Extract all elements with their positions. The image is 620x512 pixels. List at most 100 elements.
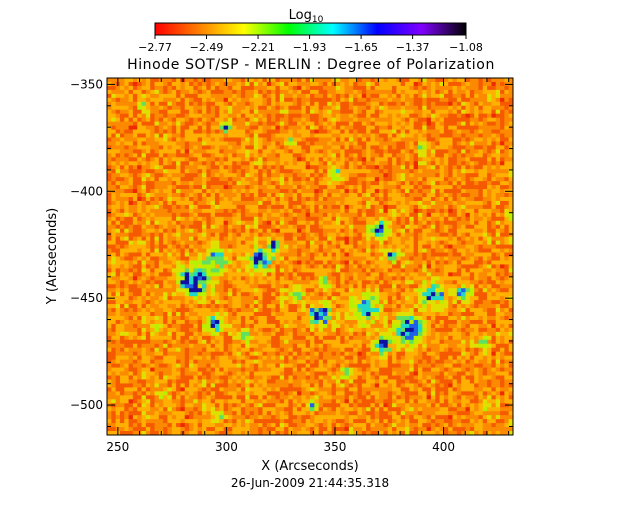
heatmap-cell	[158, 256, 164, 262]
heatmap-cell	[253, 157, 259, 162]
heatmap-cell	[405, 200, 410, 206]
heatmap-cell	[426, 133, 432, 139]
heatmap-cell	[370, 228, 376, 234]
heatmap-cell	[396, 236, 402, 242]
heatmap-cell	[422, 193, 428, 198]
heatmap-cell	[383, 272, 389, 277]
heatmap-cell	[469, 129, 475, 135]
heatmap-cell	[266, 193, 272, 198]
heatmap-cell	[206, 105, 212, 111]
heatmap-cell	[310, 81, 315, 87]
heatmap-cell	[500, 157, 505, 162]
heatmap-cell	[357, 161, 363, 166]
heatmap-cell	[353, 177, 359, 182]
heatmap-cell	[439, 129, 445, 135]
heatmap-cell	[435, 232, 441, 238]
heatmap-cell	[240, 121, 246, 127]
heatmap-cell	[253, 244, 259, 250]
heatmap-cell	[396, 157, 402, 162]
heatmap-cell	[417, 153, 423, 158]
heatmap-cell	[206, 228, 212, 234]
heatmap-cell	[210, 145, 216, 150]
heatmap-cell	[305, 113, 311, 119]
heatmap-cell	[469, 121, 475, 127]
heatmap-cell	[124, 272, 130, 277]
heatmap-cell	[370, 161, 376, 166]
heatmap-cell	[202, 85, 207, 91]
heatmap-cell	[236, 220, 242, 226]
heatmap-cell	[366, 181, 372, 186]
heatmap-cell	[318, 204, 324, 210]
heatmap-cell	[374, 93, 380, 99]
heatmap-cell	[271, 240, 277, 246]
heatmap-cell	[279, 97, 285, 103]
heatmap-cell	[227, 260, 233, 266]
heatmap-cell	[348, 264, 354, 269]
heatmap-cell	[361, 113, 367, 119]
heatmap-cell	[422, 81, 428, 87]
heatmap-cell	[210, 177, 216, 182]
heatmap-cell	[137, 208, 143, 214]
heatmap-cell	[249, 272, 255, 277]
heatmap-cell	[150, 117, 156, 123]
heatmap-cell	[500, 181, 505, 186]
heatmap-cell	[240, 173, 246, 178]
heatmap-cell	[318, 181, 324, 186]
heatmap-cell	[422, 109, 428, 115]
heatmap-cell	[202, 161, 207, 166]
heatmap-cell	[331, 109, 337, 115]
heatmap-cell	[176, 137, 182, 143]
heatmap-cell	[396, 240, 402, 246]
heatmap-cell	[322, 185, 328, 190]
heatmap-cell	[163, 109, 169, 115]
heatmap-cell	[262, 181, 268, 186]
heatmap-cell	[335, 256, 341, 262]
heatmap-cell	[452, 89, 458, 95]
heatmap-cell	[461, 78, 467, 83]
heatmap-cell	[154, 212, 160, 218]
heatmap-cell	[288, 284, 294, 289]
heatmap-cell	[202, 117, 207, 123]
heatmap-cell	[232, 212, 238, 218]
heatmap-cell	[240, 232, 246, 238]
heatmap-cell	[495, 101, 501, 107]
heatmap-cell	[504, 89, 510, 95]
heatmap-cell	[322, 93, 328, 99]
heatmap-cell	[141, 240, 147, 246]
heatmap-cell	[258, 256, 264, 262]
heatmap-cell	[331, 78, 337, 83]
heatmap-cell	[361, 256, 367, 262]
heatmap-cell	[253, 133, 259, 139]
heatmap-cell	[508, 157, 513, 162]
heatmap-cell	[137, 113, 143, 119]
heatmap-cell	[361, 276, 367, 281]
heatmap-cell	[279, 260, 285, 266]
heatmap-cell	[400, 220, 406, 226]
heatmap-cell	[495, 165, 501, 170]
heatmap-cell	[392, 137, 397, 143]
heatmap-cell	[322, 177, 328, 182]
heatmap-cell	[275, 129, 281, 135]
heatmap-cell	[435, 145, 441, 150]
heatmap-cell	[158, 137, 164, 143]
heatmap-cell	[262, 81, 268, 87]
heatmap-cell	[245, 240, 251, 246]
heatmap-cell	[219, 173, 225, 178]
heatmap-cell	[318, 264, 324, 269]
heatmap-cell	[322, 169, 328, 174]
heatmap-cell	[167, 228, 173, 234]
heatmap-cell	[258, 109, 264, 115]
heatmap-cell	[487, 153, 493, 158]
heatmap-cell	[461, 189, 467, 194]
heatmap-cell	[115, 149, 121, 154]
heatmap-cell	[292, 224, 298, 230]
heatmap-cell	[124, 224, 130, 230]
heatmap-cell	[223, 256, 229, 262]
heatmap-cell	[245, 173, 251, 178]
heatmap-cell	[482, 173, 488, 178]
heatmap-cell	[366, 93, 372, 99]
heatmap-cell	[193, 161, 199, 166]
heatmap-cell	[327, 93, 333, 99]
heatmap-cell	[344, 204, 350, 210]
heatmap-cell	[137, 81, 143, 87]
